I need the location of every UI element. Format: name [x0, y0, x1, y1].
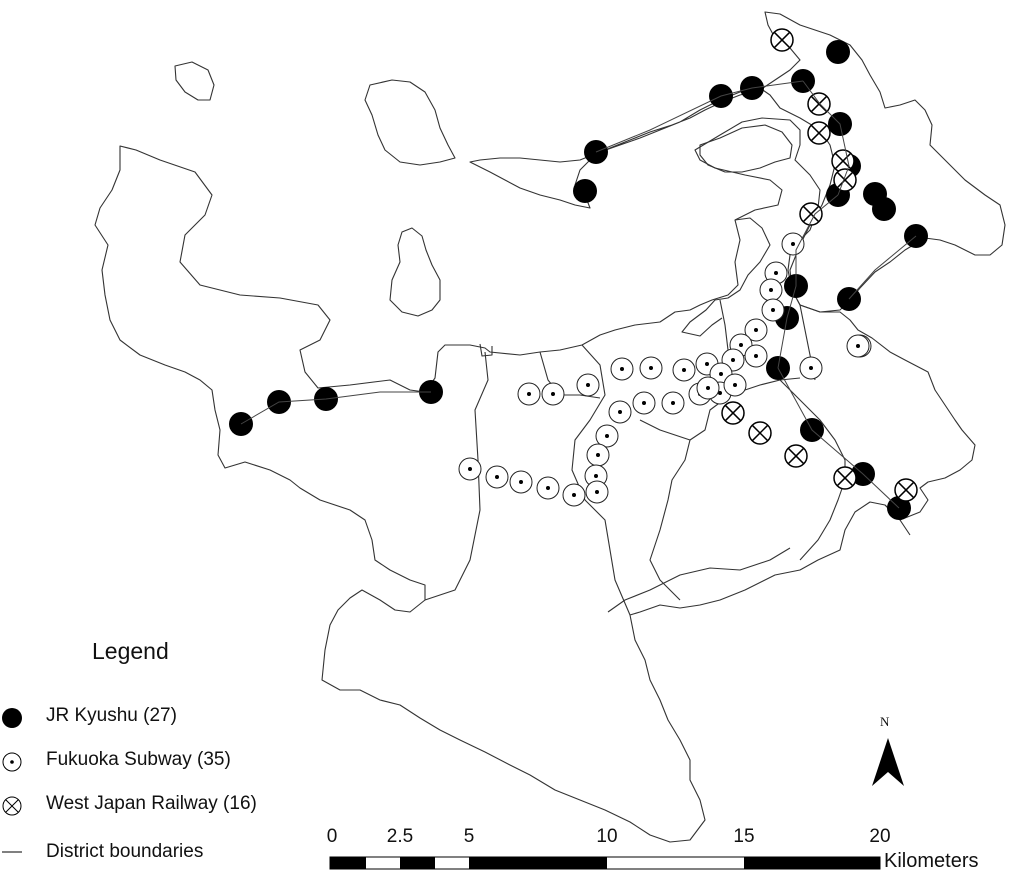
district-boundary — [607, 547, 791, 613]
subway-station — [509, 470, 533, 494]
legend-item-jr: JR Kyushu (27) — [46, 702, 177, 730]
legend-item-district: District boundaries — [46, 838, 203, 866]
harbor-jetty — [479, 343, 493, 357]
subway-station — [744, 344, 768, 368]
legend-title: Legend — [92, 638, 169, 664]
subway-station — [595, 424, 619, 448]
west-japan-station — [807, 121, 831, 145]
scale-label: 2.5 — [386, 826, 414, 847]
scale-label: 0 — [326, 826, 338, 847]
subway-station — [517, 382, 541, 406]
scale-bar — [329, 856, 881, 870]
west-japan-station — [748, 421, 772, 445]
land-outline — [94, 117, 976, 843]
west-japan-station — [784, 444, 808, 468]
district-boundary — [424, 351, 489, 601]
subway-station — [672, 358, 696, 382]
subway-station — [723, 373, 747, 397]
subway-station — [761, 298, 785, 322]
legend-item-west-japan: West Japan Railway (16) — [46, 790, 257, 818]
north-label: N — [880, 714, 890, 729]
north-arrow-icon — [872, 738, 904, 786]
subway-station — [696, 376, 720, 400]
subway-station — [585, 480, 609, 504]
subway-station — [458, 457, 482, 481]
jr-station — [872, 197, 896, 221]
subway-station — [639, 356, 663, 380]
subway-station — [586, 443, 610, 467]
subway-station — [541, 382, 565, 406]
subway-station — [759, 278, 783, 302]
west-japan-station-icon — [2, 796, 22, 816]
subway-station — [576, 373, 600, 397]
west-japan-station — [770, 28, 794, 52]
subway-station — [799, 356, 823, 380]
scale-unit: Kilometers — [884, 850, 979, 872]
subway-stations — [458, 232, 872, 507]
legend-symbols — [2, 708, 22, 853]
reclaimed-coast — [681, 217, 771, 337]
subway-station — [846, 334, 870, 358]
district-boundary — [779, 379, 846, 561]
scale-label: 10 — [596, 826, 618, 847]
subway-station — [632, 391, 656, 415]
jr-station — [826, 40, 850, 64]
subway-station — [781, 232, 805, 256]
scale-label: 15 — [733, 826, 755, 847]
subway-station — [744, 318, 768, 342]
west-japan-station — [799, 202, 823, 226]
west-japan-station — [721, 401, 745, 425]
legend-item-subway: Fukuoka Subway (35) — [46, 746, 231, 774]
subway-station — [562, 483, 586, 507]
legend-label: Fukuoka Subway (35) — [46, 749, 231, 770]
subway-station — [485, 465, 509, 489]
district-boundary — [639, 377, 801, 441]
island-genkai — [174, 61, 215, 101]
west-japan-station — [833, 466, 857, 490]
scale-label: 20 — [869, 826, 891, 847]
west-japan-stations — [721, 28, 918, 502]
subway-station-icon — [2, 752, 22, 772]
scale-label: 5 — [463, 826, 475, 847]
west-japan-station — [894, 478, 918, 502]
rail-lines — [240, 80, 917, 509]
port-outline — [699, 124, 793, 173]
subway-station — [536, 476, 560, 500]
district-boundary — [571, 344, 631, 616]
subway-station — [608, 400, 632, 424]
west-japan-station — [807, 92, 831, 116]
legend-label: JR Kyushu (27) — [46, 705, 177, 726]
west-japan-station — [833, 168, 857, 192]
island-nokonoshima — [364, 79, 456, 166]
jr-station — [573, 179, 597, 203]
district-boundary — [649, 439, 691, 601]
island-shikanoshima — [389, 227, 441, 317]
legend-label: District boundaries — [46, 841, 204, 862]
subway-station — [661, 391, 685, 415]
subway-station — [610, 357, 634, 381]
jr-kyushu-station-icon — [2, 708, 22, 728]
legend-label: West Japan Railway (16) — [46, 793, 257, 814]
peninsula-outline — [469, 11, 1006, 313]
